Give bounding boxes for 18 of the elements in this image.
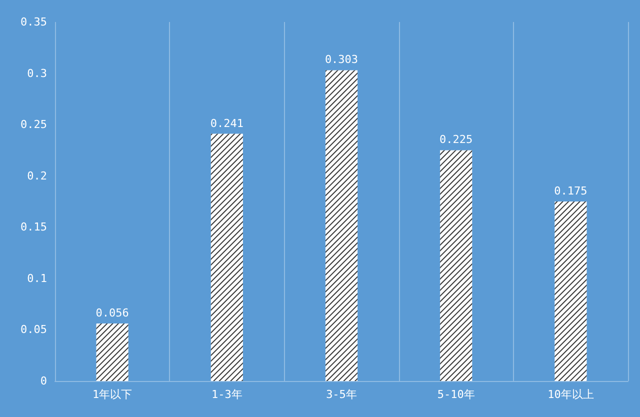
x-tick-label: 1年以下 [92,388,132,401]
x-tick-label: 1-3年 [211,388,242,401]
y-tick-label: 0.15 [20,220,47,234]
y-tick-label: 0.05 [20,323,47,336]
y-tick-label: 0.1 [27,272,47,285]
y-tick-label: 0.25 [20,118,47,132]
y-tick-label: 0 [40,374,47,388]
data-label: 0.056 [96,306,129,320]
data-label: 0.175 [554,184,588,198]
y-tick-label: 0.3 [27,66,47,80]
y-tick-label: 0.2 [27,169,47,182]
x-tick-label: 3-5年 [326,388,357,401]
x-tick-label: 10年以上 [548,388,594,401]
data-label: 0.303 [324,53,358,66]
x-tick-label: 5-10年 [437,388,475,401]
data-label: 0.225 [440,133,473,146]
y-tick-label: 0.35 [20,16,47,28]
data-label: 0.241 [210,116,244,130]
